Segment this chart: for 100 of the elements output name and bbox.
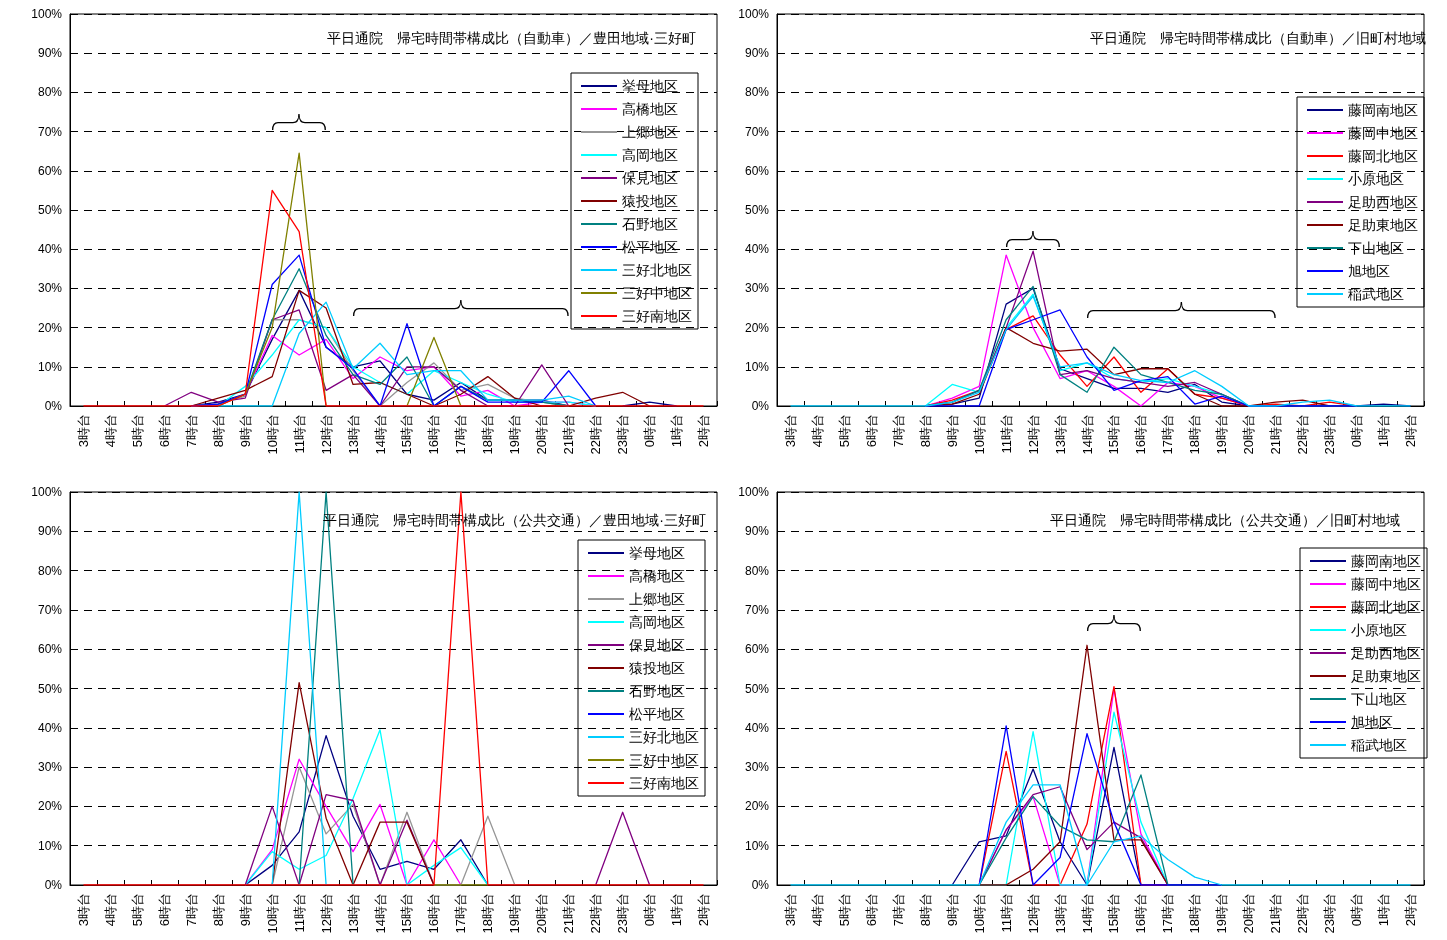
- legend-label: 高橋地区: [622, 101, 678, 117]
- x-tick-label: 18時台: [480, 414, 496, 455]
- y-tick-label: 60%: [744, 642, 770, 657]
- x-tick-label: 15時台: [399, 893, 415, 934]
- y-tick-label: 70%: [744, 602, 770, 617]
- y-tick-label: 50%: [744, 681, 770, 696]
- x-tick-label: 0時台: [642, 414, 658, 448]
- legend-label: 旭地区: [1348, 263, 1390, 279]
- y-tick-label: 50%: [37, 681, 63, 696]
- legend-label: 稲武地区: [1351, 737, 1407, 753]
- legend-label: 高岡地区: [622, 147, 678, 163]
- x-tick-label: 23時台: [615, 893, 631, 934]
- legend-label: 猿投地区: [622, 193, 678, 209]
- x-tick-label: 10時台: [971, 893, 987, 934]
- x-tick-label: 23時台: [1322, 414, 1338, 455]
- x-tick-label: 23時台: [1322, 893, 1338, 934]
- x-tick-label: 10時台: [264, 414, 280, 455]
- y-tick-label: 60%: [744, 163, 770, 178]
- legend-label: 三好南地区: [622, 308, 692, 324]
- y-tick-label: 100%: [738, 7, 770, 21]
- legend-label: 足助東地区: [1351, 668, 1421, 684]
- y-tick-label: 100%: [738, 485, 770, 499]
- legend-label: 三好中地区: [629, 752, 699, 768]
- y-tick-label: 30%: [744, 281, 770, 296]
- x-tick-label: 17時台: [1160, 414, 1176, 455]
- legend-label: 上郷地区: [629, 591, 685, 607]
- x-tick-label: 21時台: [561, 414, 577, 455]
- x-tick-label: 2時台: [1403, 893, 1419, 927]
- text: 平日通院 帰宅時間帯構成比（公共交通）／旧町村地域: [1050, 512, 1400, 528]
- x-tick-label: 21時台: [561, 893, 577, 934]
- y-tick-label: 100%: [31, 485, 63, 499]
- y-tick-label: 10%: [744, 838, 770, 853]
- x-tick-label: 4時台: [102, 414, 118, 448]
- legend-label: 小原地区: [1351, 622, 1407, 638]
- x-tick-label: 15時台: [399, 414, 415, 455]
- x-tick-label: 5時台: [836, 893, 852, 927]
- x-tick-label: 20時台: [1241, 893, 1257, 934]
- legend-label: 藤岡北地区: [1348, 148, 1418, 164]
- y-tick-label: 20%: [744, 320, 770, 335]
- legend-label: 高岡地区: [629, 614, 685, 630]
- x-tick-label: 13時台: [1052, 893, 1068, 934]
- legend-label: 小原地区: [1348, 171, 1404, 187]
- x-tick-label: 9時台: [237, 893, 253, 927]
- x-tick-label: 18時台: [480, 893, 496, 934]
- x-tick-label: 20時台: [534, 414, 550, 455]
- x-tick-label: 6時台: [863, 414, 879, 448]
- x-tick-label: 13時台: [1052, 414, 1068, 455]
- x-tick-label: 14時台: [372, 414, 388, 455]
- legend-label: 挙母地区: [622, 78, 678, 94]
- x-tick-label: 2時台: [1403, 414, 1419, 448]
- x-tick-label: 3時台: [782, 893, 798, 927]
- y-tick-label: 40%: [744, 720, 770, 735]
- x-tick-label: 6時台: [156, 893, 172, 927]
- x-tick-label: 6時台: [863, 893, 879, 927]
- y-tick-label: 0%: [44, 399, 63, 413]
- x-tick-label: 10時台: [971, 414, 987, 455]
- x-tick-label: 22時台: [588, 414, 604, 455]
- x-tick-label: 19時台: [1214, 893, 1230, 934]
- x-tick-label: 17時台: [1160, 893, 1176, 934]
- x-tick-label: 5時台: [129, 414, 145, 448]
- x-tick-label: 14時台: [372, 893, 388, 934]
- legend-label: 松平地区: [629, 706, 685, 722]
- legend-label: 石野地区: [622, 216, 678, 232]
- x-tick-label: 11時台: [998, 414, 1014, 454]
- y-tick-label: 80%: [744, 563, 770, 578]
- y-tick-label: 70%: [37, 124, 63, 139]
- y-tick-label: 30%: [37, 760, 63, 775]
- x-tick-label: 15時台: [1106, 414, 1122, 455]
- x-tick-label: 11時台: [291, 893, 307, 933]
- y-tick-label: 100%: [31, 7, 63, 21]
- x-tick-label: 19時台: [507, 414, 523, 455]
- x-tick-label: 21時台: [1268, 893, 1284, 934]
- x-tick-label: 16時台: [426, 893, 442, 934]
- text: 平日通院 帰宅時間帯構成比（自動車）／豊田地域·三好町: [327, 30, 697, 46]
- x-tick-label: 4時台: [809, 893, 825, 927]
- legend-label: 旭地区: [1351, 714, 1393, 730]
- x-tick-label: 1時台: [669, 893, 685, 927]
- y-tick-label: 0%: [751, 399, 770, 413]
- x-tick-label: 8時台: [210, 893, 226, 927]
- legend-label: 猿投地区: [629, 660, 685, 676]
- x-tick-label: 7時台: [890, 414, 906, 448]
- x-tick-label: 2時台: [696, 414, 712, 448]
- x-tick-label: 3時台: [75, 414, 91, 448]
- y-tick-label: 50%: [744, 203, 770, 217]
- x-tick-label: 14時台: [1079, 893, 1095, 934]
- y-tick-label: 40%: [37, 720, 63, 735]
- y-tick-label: 60%: [37, 163, 63, 178]
- x-tick-label: 5時台: [836, 414, 852, 448]
- x-tick-label: 12時台: [318, 414, 334, 455]
- x-tick-label: 21時台: [1268, 414, 1284, 455]
- y-tick-label: 0%: [751, 878, 770, 892]
- legend-label: 藤岡中地区: [1351, 576, 1421, 592]
- y-tick-label: 20%: [744, 799, 770, 814]
- y-tick-label: 50%: [37, 203, 63, 217]
- y-tick-label: 90%: [744, 524, 770, 539]
- y-tick-label: 70%: [37, 602, 63, 617]
- x-tick-label: 8時台: [210, 414, 226, 448]
- x-tick-label: 11時台: [998, 893, 1014, 933]
- x-tick-label: 7時台: [183, 414, 199, 448]
- y-tick-label: 10%: [37, 838, 63, 853]
